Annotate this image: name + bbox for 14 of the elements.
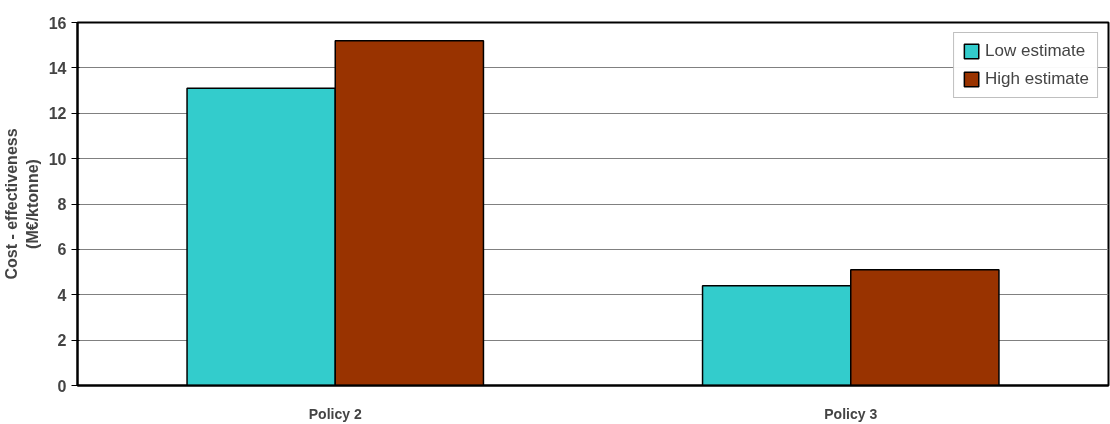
y-tick-label: 12 xyxy=(48,105,67,123)
legend-label: Low estimate xyxy=(985,41,1086,61)
y-axis-title: Cost - effectiveness (M€/ktonne) xyxy=(3,128,41,280)
x-tick-label: Policy 3 xyxy=(824,405,878,422)
y-tick-label: 8 xyxy=(57,196,67,213)
y-tick-label: 6 xyxy=(57,241,67,259)
y-tick-label: 16 xyxy=(48,14,67,32)
y-tick-label: 4 xyxy=(57,286,67,304)
y-tick-label: 0 xyxy=(57,377,67,395)
legend-label: High estimate xyxy=(985,69,1089,89)
x-tick-label: Policy 2 xyxy=(308,405,362,422)
y-tick-label: 14 xyxy=(48,59,67,77)
y-tick-label: 2 xyxy=(57,332,67,350)
y-tick-label: 10 xyxy=(48,150,67,168)
